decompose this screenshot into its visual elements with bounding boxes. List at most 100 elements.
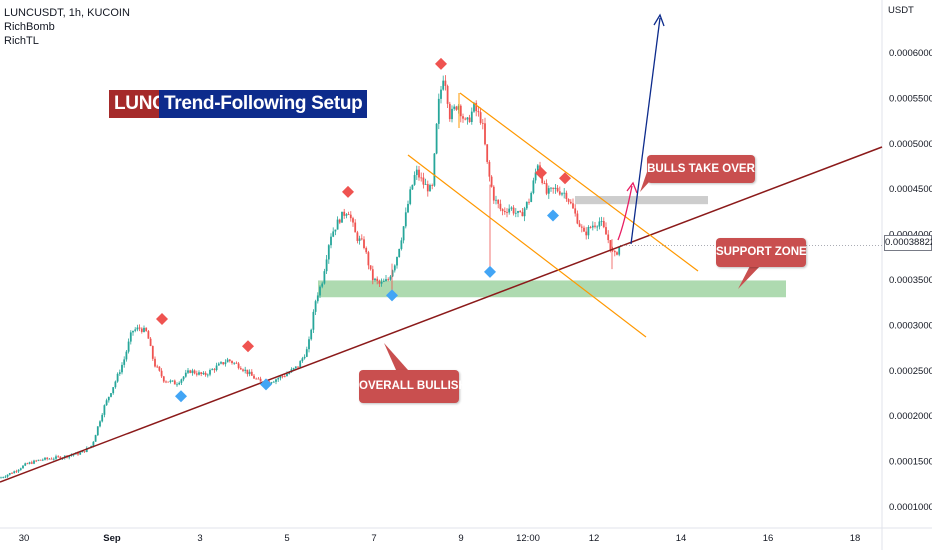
candle-body <box>224 362 227 365</box>
candle-body <box>288 372 291 374</box>
candle-body <box>299 361 302 368</box>
time-tick-label: 14 <box>676 533 687 544</box>
candle-body <box>220 362 222 364</box>
buy-signal-marker[interactable] <box>175 390 187 403</box>
indicator-richtl-label[interactable]: RichTL <box>4 35 39 47</box>
time-tick-label: 18 <box>850 533 861 544</box>
channel-lower-line[interactable] <box>407 154 647 338</box>
buy-signal-marker[interactable] <box>386 289 398 302</box>
candle-body <box>530 192 533 202</box>
candle-body <box>453 106 456 109</box>
candle-body <box>442 80 445 90</box>
candle-body <box>149 338 152 347</box>
candle-body <box>499 203 502 210</box>
candle-body <box>440 89 442 99</box>
sell-signal-marker[interactable] <box>535 166 547 179</box>
candle-body <box>132 330 134 333</box>
candle-body <box>17 469 20 472</box>
candle-body <box>532 180 535 193</box>
sell-signal-marker[interactable] <box>156 313 168 326</box>
candle-body <box>336 219 339 230</box>
candle-body <box>107 396 110 401</box>
candle-body <box>184 372 187 377</box>
candle-body <box>616 252 618 255</box>
candle-body <box>33 460 35 464</box>
time-tick-label: 12 <box>589 533 600 544</box>
sell-signal-marker[interactable] <box>242 340 254 353</box>
buy-signal-marker[interactable] <box>547 209 559 222</box>
sell-signal-marker[interactable] <box>435 57 447 70</box>
candle-body <box>57 456 60 458</box>
candle-body <box>448 103 451 120</box>
candle-body <box>50 458 53 460</box>
candle-body <box>585 231 588 236</box>
candle-body <box>371 269 374 281</box>
symbol-label[interactable]: LUNCUSDT, 1h, KUCOIN <box>4 7 130 19</box>
indicator-richbomb-label[interactable]: RichBomb <box>4 21 55 33</box>
candle-body <box>239 368 242 370</box>
candle-body <box>253 375 255 379</box>
candle-body <box>37 459 40 461</box>
candle-body <box>360 238 363 240</box>
candle-body <box>431 185 434 186</box>
candle-body <box>558 191 561 195</box>
candle-body <box>138 327 141 329</box>
candle-body <box>101 414 104 422</box>
price-tick-label: 0.00010000 <box>889 502 932 513</box>
candle-body <box>270 382 273 384</box>
candle-body <box>105 400 108 406</box>
support-callout-pointer <box>738 262 764 289</box>
candle-body <box>565 192 568 200</box>
candle-body <box>429 185 431 192</box>
candle-body <box>275 379 277 382</box>
time-tick-label: 7 <box>371 533 376 544</box>
candlestick-series[interactable] <box>0 75 621 479</box>
candle-body <box>547 188 550 194</box>
candle-body <box>569 201 572 204</box>
candle-body <box>77 452 79 455</box>
candle-body <box>398 248 401 257</box>
candle-body <box>580 226 583 228</box>
candle-body <box>415 169 418 176</box>
candle-body <box>545 183 548 194</box>
candle-body <box>536 165 539 173</box>
time-tick-label: 5 <box>284 533 289 544</box>
candle-body <box>330 236 332 246</box>
candle-body <box>231 361 233 364</box>
candle-body <box>72 454 75 456</box>
candle-body <box>123 359 126 365</box>
candle-body <box>154 358 156 367</box>
buy-signal-marker[interactable] <box>260 378 272 391</box>
candle-body <box>136 327 139 330</box>
candle-body <box>81 451 84 453</box>
time-tick-label: 3 <box>197 533 202 544</box>
long-term-trendline[interactable] <box>0 146 883 483</box>
candle-body <box>501 209 504 211</box>
candle-body <box>475 102 478 112</box>
candle-body <box>334 229 337 232</box>
sell-signal-marker[interactable] <box>342 185 354 198</box>
time-tick-label: 16 <box>763 533 774 544</box>
candle-body <box>237 363 240 369</box>
candle-body <box>283 376 286 377</box>
candle-body <box>248 371 251 375</box>
time-tick-label: 9 <box>458 533 463 544</box>
candle-body <box>550 187 552 189</box>
candle-body <box>495 199 497 201</box>
candle-body <box>195 373 198 375</box>
candle-body <box>391 270 394 277</box>
candle-body <box>110 393 112 397</box>
sell-signal-marker[interactable] <box>559 172 571 185</box>
buy-signal-marker[interactable] <box>484 265 496 278</box>
candle-body <box>228 359 231 362</box>
candle-body <box>129 332 132 342</box>
candle-body <box>167 381 170 383</box>
candle-body <box>602 221 605 228</box>
candle-body <box>576 213 579 224</box>
channel-upper-line[interactable] <box>459 92 699 272</box>
projection-arrow-head <box>653 13 665 27</box>
candle-body <box>567 199 570 202</box>
